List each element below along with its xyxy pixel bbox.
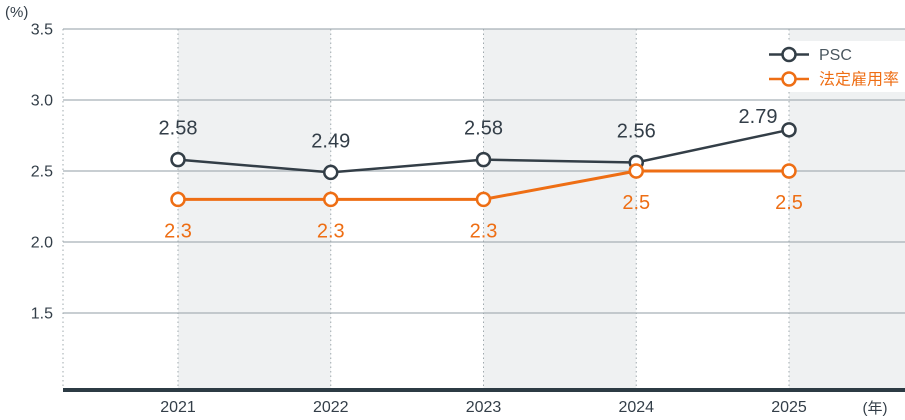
x-axis-line [63,388,905,392]
data-point-marker [323,164,339,181]
legend-item: 法定雇用率 [769,71,899,89]
legend-marker [781,71,797,87]
x-axis-tick-label: 2022 [313,399,349,416]
legend-background [758,41,905,92]
data-point-marker [781,163,797,179]
data-point-label: 2.58 [464,118,503,140]
data-point-label: 2.49 [311,130,350,152]
y-axis-tick-label: 3.5 [31,22,53,39]
x-axis-unit-label: (年) [862,400,888,417]
data-point-label: 2.5 [622,192,650,214]
x-axis-tick-label: 2021 [160,399,196,416]
column-band [178,29,331,388]
x-axis-tick-label: 2025 [771,399,807,416]
legend-label: PSC [819,47,852,64]
data-point-marker [628,163,644,179]
data-point-label: 2.56 [617,120,656,142]
y-axis-tick-label: 2.5 [31,164,53,181]
data-point-marker [475,151,492,168]
data-point-marker [323,191,339,208]
y-axis-tick-label: 3.0 [31,93,53,110]
data-point-label: 2.3 [317,220,345,242]
data-point-label: 2.79 [739,106,778,128]
data-point-marker [170,191,186,208]
legend-item: PSC [769,46,852,64]
data-point-marker [781,122,797,138]
legend-marker [781,46,797,63]
data-point-label: 2.3 [164,220,192,242]
y-axis-unit-label: (%) [5,4,29,21]
data-point-label: 2.3 [470,220,498,242]
y-axis-tick-label: 1.5 [31,306,53,323]
x-axis-tick-label: 2024 [618,399,654,416]
data-point-label: 2.5 [775,192,803,214]
y-axis-tick-label: 2.0 [31,235,53,252]
data-point-label: 2.58 [159,118,198,140]
data-point-marker [170,151,186,168]
column-band [483,29,637,388]
legend-label: 法定雇用率 [819,71,899,89]
data-point-marker [475,191,492,208]
x-axis-tick-label: 2023 [466,399,502,416]
